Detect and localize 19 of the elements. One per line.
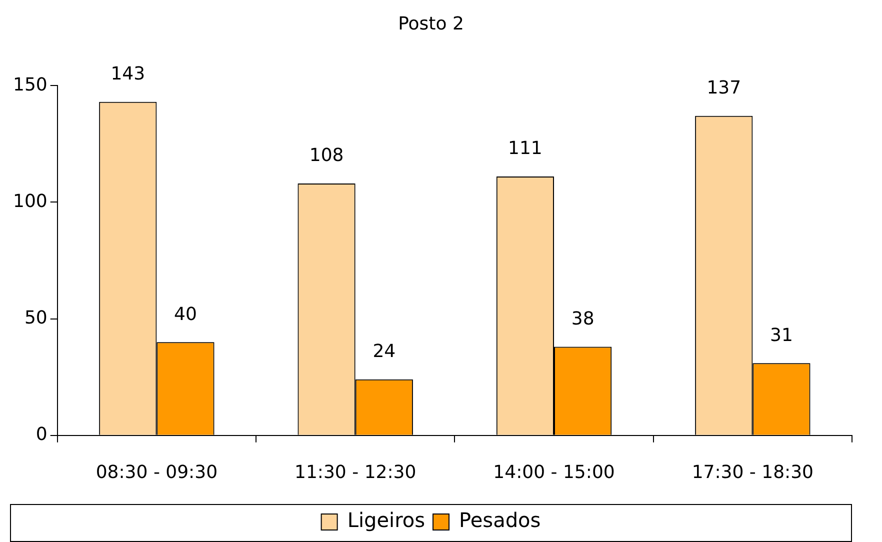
legend-label: Pesados (459, 508, 541, 532)
x-tick-label: 17:30 - 18:30 (692, 462, 814, 483)
data-label: 38 (571, 308, 594, 330)
x-tick-label: 14:00 - 15:00 (493, 462, 615, 483)
y-tick-label: 100 (12, 190, 48, 212)
y-tick-label: 50 (24, 307, 48, 328)
legend-label: Ligeiros (347, 508, 426, 532)
y-tick-label: 0 (36, 424, 48, 446)
data-label: 108 (309, 145, 344, 166)
x-tick-label: 11:30 - 12:30 (294, 462, 416, 483)
y-tick-label: 150 (12, 74, 48, 96)
x-tick-label: 08:30 - 09:30 (96, 462, 218, 483)
data-label: 24 (372, 341, 396, 362)
chart-title: Posto 2 (398, 13, 464, 34)
data-label: 111 (508, 138, 542, 160)
data-label: 137 (706, 78, 742, 99)
data-label: 31 (770, 324, 793, 346)
data-label: 143 (110, 64, 146, 85)
data-label: 40 (174, 304, 197, 325)
